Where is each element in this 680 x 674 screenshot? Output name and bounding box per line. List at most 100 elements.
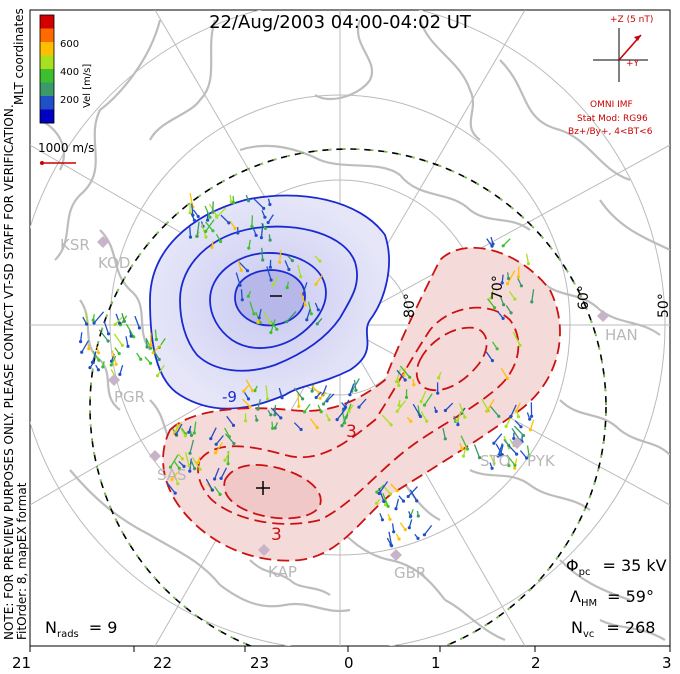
velocity-vector-origin (117, 321, 122, 325)
velocity-vector-origin (247, 246, 251, 250)
velocity-vector-origin (302, 410, 307, 414)
velocity-vector-origin (501, 316, 505, 320)
velocity-vectors (79, 192, 535, 548)
velocity-vector-origin (113, 322, 117, 327)
velocity-vector-origin (180, 457, 184, 461)
velocity-vector (525, 253, 530, 264)
velocity-vector-origin (395, 409, 399, 413)
velocity-vector-origin (227, 221, 231, 225)
velocity-vector-origin (198, 467, 202, 471)
velocity-vector-origin (335, 418, 339, 422)
velocity-vector (216, 207, 227, 218)
velocity-vector (238, 261, 248, 272)
velocity-vector-origin (183, 434, 187, 438)
velocity-vector-origin (273, 426, 277, 430)
velocity-vector (336, 407, 347, 421)
velocity-vector-origin (204, 235, 208, 239)
velocity-vector-origin (456, 423, 460, 427)
imf-clock: +Z (5 nT) +Y OMNI IMF Stat Mod: RG96 Bz+… (568, 15, 653, 137)
velocity-vector (278, 250, 282, 263)
velocity-vector (270, 407, 282, 419)
velocity-vector-origin (210, 488, 214, 492)
colorbar-segment (40, 28, 54, 43)
lat-label-70: 70° (490, 275, 506, 300)
velocity-vector (286, 311, 297, 323)
velocity-vector (205, 221, 214, 232)
velocity-vector-origin (191, 213, 195, 217)
velocity-vector-origin (416, 514, 420, 518)
velocity-vector (306, 309, 311, 320)
velocity-vector-origin (248, 405, 252, 409)
stat-phi: Φpc = 35 kV (566, 556, 667, 578)
velocity-vector-origin (120, 343, 124, 347)
velocity-vector-origin (516, 415, 521, 419)
velocity-vector-origin (211, 210, 215, 214)
velocity-vector-origin (268, 238, 272, 242)
velocity-vector-origin (315, 322, 319, 326)
velocity-vector (315, 274, 324, 285)
velocity-vector (487, 298, 496, 309)
velocity-vector-origin (412, 383, 416, 387)
velocity-vector (235, 272, 241, 286)
velocity-vector-origin (231, 423, 236, 427)
velocity-vector-origin (233, 226, 237, 230)
lat-label-80: 80° (402, 293, 418, 318)
velocity-vector (376, 484, 385, 493)
velocity-vector (193, 421, 197, 434)
velocity-vector-origin (301, 397, 305, 401)
velocity-vector-origin (492, 461, 496, 465)
velocity-vector-origin (530, 414, 534, 418)
velocity-vector (493, 433, 503, 444)
velocity-vector (200, 223, 207, 238)
velocity-vector-origin (145, 345, 149, 349)
velocity-vector-origin (137, 326, 141, 330)
velocity-vector (249, 301, 255, 315)
velocity-vector-origin (436, 391, 440, 395)
velocity-vector-origin (252, 312, 256, 316)
velocity-vector (310, 384, 320, 394)
velocity-vector-origin (285, 286, 289, 290)
velocity-vector (91, 351, 97, 363)
velocity-vector (499, 444, 504, 456)
velocity-vector-origin (246, 294, 250, 298)
velocity-vector-origin (268, 265, 272, 269)
velocity-vector-origin (519, 284, 524, 288)
scale-vector-label: 1000 m/s (38, 141, 94, 155)
velocity-vector (293, 387, 304, 400)
velocity-vector-origin (318, 259, 322, 263)
velocity-vector-origin (521, 433, 526, 438)
velocity-vector (110, 355, 117, 366)
velocity-vector (322, 385, 328, 395)
velocity-vector-origin (189, 433, 194, 437)
colorbar-segment (40, 96, 54, 110)
station-pyk: PYK (527, 452, 556, 470)
velocity-vector-origin (177, 466, 181, 470)
velocity-vector (395, 498, 400, 509)
velocity-vector (388, 531, 393, 546)
velocity-vector (473, 444, 481, 458)
velocity-vector-origin (90, 360, 94, 364)
velocity-vector-origin (461, 454, 466, 458)
station-kap: KAP (268, 563, 297, 581)
velocity-vector-origin (87, 347, 91, 351)
velocity-vector-origin (263, 226, 268, 230)
imf-z-label: +Z (5 nT) (610, 15, 653, 25)
velocity-vector (502, 238, 511, 247)
velocity-vector-origin (527, 454, 531, 458)
velocity-vector (497, 443, 504, 457)
velocity-vector (215, 435, 224, 445)
velocity-vector-origin (406, 494, 410, 499)
velocity-vector-origin (182, 464, 186, 468)
velocity-vector (169, 454, 179, 468)
velocity-vector (396, 369, 406, 381)
velocity-vector (513, 425, 524, 436)
velocity-vector-origin (97, 358, 101, 362)
velocity-vector-origin (327, 418, 331, 422)
velocity-vector (175, 423, 183, 435)
velocity-vector-origin (245, 269, 250, 273)
velocity-vector-origin (256, 320, 260, 324)
velocity-vector-origin (157, 357, 161, 362)
heppner-maynard-boundary (89, 148, 607, 646)
mlt-tick-3: 3 (662, 654, 672, 672)
velocity-vector-origin (383, 503, 388, 507)
